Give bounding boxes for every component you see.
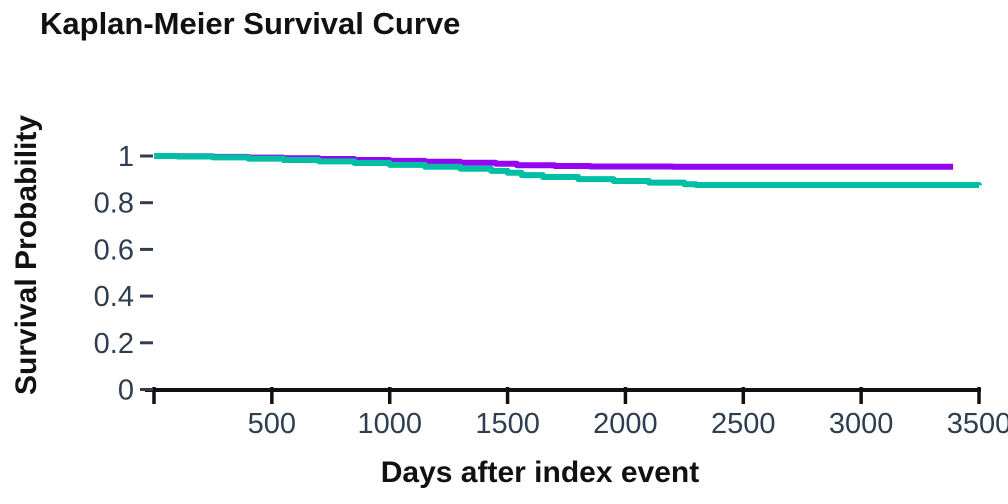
- x-tick-label: 1500: [475, 408, 540, 440]
- survival-curve-group-2-teal: [154, 153, 982, 188]
- chart-title: Kaplan-Meier Survival Curve: [40, 6, 461, 41]
- x-tick-label: 2000: [593, 408, 658, 440]
- x-tick-label: 3000: [829, 408, 894, 440]
- y-tick-label: 0.8: [94, 188, 134, 220]
- x-tick-label: 3500: [947, 408, 1008, 440]
- y-tick-label: 0.6: [94, 234, 134, 266]
- y-tick-label: 0.2: [94, 328, 134, 360]
- x-tick-label: 2500: [711, 408, 776, 440]
- x-tick-label: 1000: [357, 408, 422, 440]
- y-tick-label: 0.4: [94, 281, 134, 313]
- x-tick-label: 500: [248, 408, 296, 440]
- y-tick-label: 0: [118, 375, 134, 407]
- y-tick-label: 1: [118, 141, 134, 173]
- x-axis-title: Days after index event: [380, 456, 700, 489]
